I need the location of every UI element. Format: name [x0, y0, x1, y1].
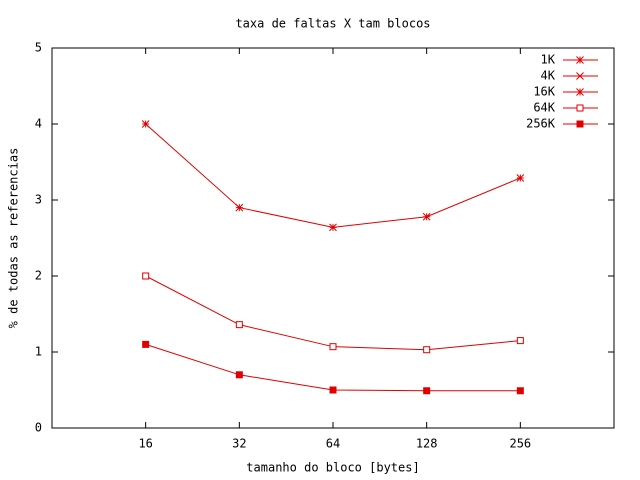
- legend-label: 64K: [533, 101, 555, 115]
- data-point: [329, 386, 337, 394]
- series-line: [145, 123, 521, 228]
- y-tick-label: 4: [35, 117, 42, 131]
- data-point: [516, 337, 524, 345]
- legend-label: 4K: [541, 69, 556, 83]
- legend-marker: [576, 120, 584, 128]
- legend-marker: [576, 56, 584, 64]
- data-point: [423, 387, 431, 395]
- legend-marker: [576, 104, 584, 112]
- legend-label: 16K: [533, 85, 555, 99]
- y-tick-label: 0: [35, 421, 42, 435]
- x-tick-label: 64: [326, 437, 340, 451]
- x-axis-label: tamanho do bloco [bytes]: [246, 461, 419, 475]
- y-tick-label: 5: [35, 41, 42, 55]
- plot-frame: [51, 47, 615, 429]
- legend-marker: [576, 88, 584, 96]
- x-tick-label: 256: [509, 437, 531, 451]
- data-point: [142, 272, 150, 280]
- data-point: [141, 120, 150, 128]
- y-tick-label: 2: [35, 269, 42, 283]
- legend-label: 256K: [526, 117, 556, 131]
- series-line: [145, 275, 521, 351]
- series-line: [145, 343, 521, 392]
- data-point: [235, 203, 244, 212]
- data-point: [423, 346, 431, 354]
- data-point: [235, 371, 243, 379]
- y-tick-label: 3: [35, 193, 42, 207]
- x-tick-label: 16: [138, 437, 152, 451]
- data-point: [516, 174, 525, 182]
- data-point: [329, 343, 337, 351]
- legend-marker: [576, 72, 584, 80]
- legend-label: 1K: [541, 53, 556, 67]
- chart-title: taxa de faltas X tam blocos: [235, 17, 430, 31]
- data-point: [142, 340, 150, 348]
- x-tick-label: 32: [232, 437, 246, 451]
- x-tick-label: 128: [416, 437, 438, 451]
- data-point: [235, 321, 243, 329]
- y-axis-label: % de todas as referencias: [7, 148, 21, 329]
- data-point: [516, 387, 524, 395]
- y-tick-label: 1: [35, 345, 42, 359]
- data-point: [422, 212, 431, 221]
- data-point: [329, 223, 337, 232]
